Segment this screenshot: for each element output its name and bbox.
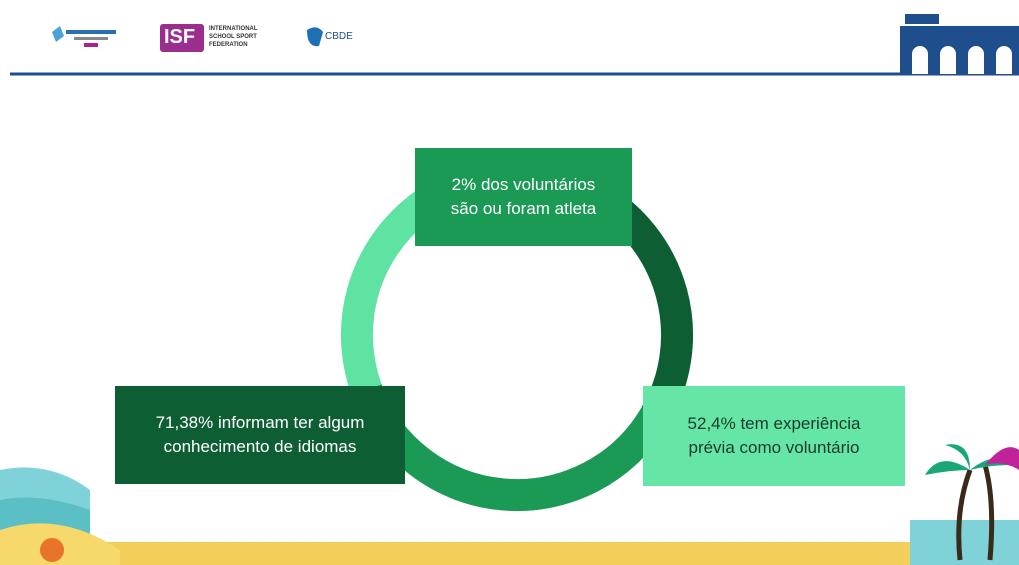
node-text: conhecimento de idiomas	[164, 435, 357, 459]
ring-segment	[367, 390, 656, 495]
node: 71,38% informam ter algum conhecimento d…	[115, 386, 405, 484]
logo-right	[900, 14, 1019, 74]
slide: {"header": {"logo_isf": "ISF", "logo_isf…	[0, 0, 1019, 565]
logo-cbde-mark	[307, 27, 323, 46]
node-text: prévia como voluntário	[688, 436, 859, 460]
node-text: 71,38% informam ter algum	[156, 411, 365, 435]
node-text: são ou foram atleta	[451, 197, 597, 221]
logo-isf: ISF	[164, 26, 195, 49]
logo-isf-name: INTERNATIONAL SCHOOL SPORT FEDERATION	[209, 25, 263, 49]
logo-left	[52, 26, 116, 47]
node: 52,4% tem experiência prévia como volunt…	[643, 386, 905, 486]
node-text: 52,4% tem experiência	[688, 412, 861, 436]
logo-cbde: CBDE	[325, 31, 353, 42]
node-text: 2% dos voluntários	[452, 173, 596, 197]
node: 2% dos voluntários são ou foram atleta	[415, 148, 632, 246]
